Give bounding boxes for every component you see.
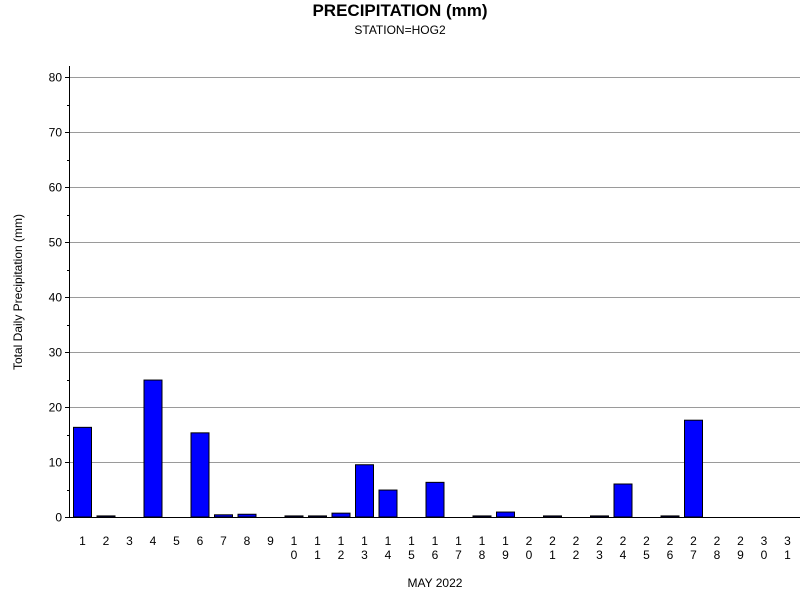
bar-day-10 <box>284 515 304 518</box>
y-tick-label: 0 <box>55 511 62 525</box>
x-tick-label: 9 <box>267 534 274 548</box>
y-tick-label: 70 <box>49 126 63 140</box>
x-tick-label: 5 <box>173 534 180 548</box>
axes <box>65 66 800 518</box>
x-tick-label: 3 <box>126 534 133 548</box>
bars <box>73 379 703 518</box>
bar-day-27 <box>684 419 703 518</box>
x-tick-label: 8 <box>244 534 251 548</box>
bar-day-18 <box>472 515 492 518</box>
chart-title: PRECIPITATION (mm) <box>312 1 488 20</box>
y-tick-label: 40 <box>49 291 63 305</box>
x-tick-label: 1 <box>79 534 86 548</box>
grid-lines <box>70 77 800 463</box>
bar-day-8 <box>237 513 257 518</box>
bar-day-7 <box>214 514 233 518</box>
bar-day-1 <box>73 426 92 518</box>
y-tick-label: 10 <box>49 456 63 470</box>
x-tick-label: 2 <box>103 534 110 548</box>
y-tick-label: 80 <box>49 71 63 85</box>
y-tick-label: 20 <box>49 401 63 415</box>
x-tick-labels: 1 2 3 4 5 6 7 8 9 1 01 11 21 31 41 51 61 71 81 92 02 12 22 32 42… <box>79 534 791 562</box>
bar-day-12 <box>331 512 351 518</box>
bar-day-23 <box>590 515 609 518</box>
bar-day-24 <box>613 483 633 518</box>
chart-subtitle: STATION=HOG2 <box>354 23 446 37</box>
x-axis-label: MAY 2022 <box>407 576 463 590</box>
bar-day-16 <box>425 481 445 518</box>
bar-day-19 <box>496 511 515 518</box>
bar-day-14 <box>378 489 398 518</box>
bar-day-2 <box>96 515 116 518</box>
bar-day-26 <box>660 515 680 518</box>
bar-day-21 <box>543 515 562 518</box>
y-tick-label: 30 <box>49 346 63 360</box>
x-tick-label: 7 <box>220 534 227 548</box>
x-tick-label: 4 <box>150 534 157 548</box>
bar-day-4 <box>143 379 163 518</box>
x-tick-label: 6 <box>197 534 204 548</box>
y-tick-label: 50 <box>49 236 63 250</box>
y-tick-labels: 0 10 20 30 40 50 60 70 80 <box>49 71 63 525</box>
bar-day-13 <box>355 464 374 518</box>
bar-day-6 <box>190 432 210 518</box>
y-tick-label: 60 <box>49 181 63 195</box>
bar-day-11 <box>308 515 327 518</box>
